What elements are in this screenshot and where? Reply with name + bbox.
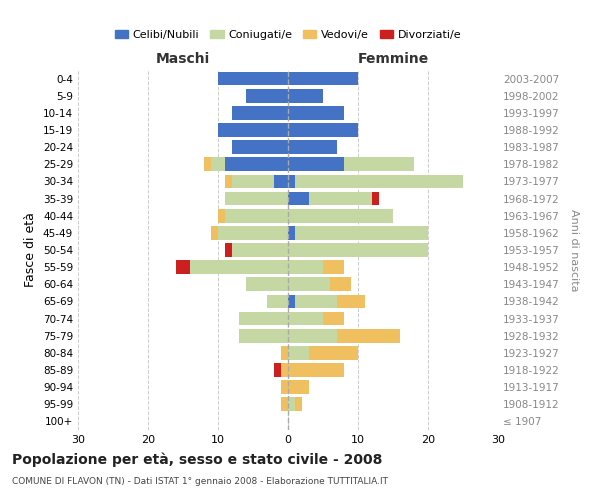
- Bar: [218, 226, 288, 239]
- Bar: [176, 260, 190, 274]
- Bar: [330, 278, 351, 291]
- Bar: [218, 123, 288, 137]
- Bar: [211, 158, 225, 171]
- Bar: [295, 294, 337, 308]
- Bar: [288, 209, 393, 222]
- Bar: [372, 192, 379, 205]
- Bar: [204, 158, 211, 171]
- Text: Maschi: Maschi: [156, 52, 210, 66]
- Bar: [309, 346, 358, 360]
- Bar: [232, 243, 288, 257]
- Bar: [288, 192, 309, 205]
- Text: COMUNE DI FLAVON (TN) - Dati ISTAT 1° gennaio 2008 - Elaborazione TUTTITALIA.IT: COMUNE DI FLAVON (TN) - Dati ISTAT 1° ge…: [12, 478, 388, 486]
- Bar: [288, 174, 295, 188]
- Bar: [337, 329, 400, 342]
- Bar: [232, 106, 288, 120]
- Bar: [225, 174, 232, 188]
- Bar: [232, 140, 288, 154]
- Bar: [323, 260, 344, 274]
- Bar: [281, 363, 288, 377]
- Bar: [281, 380, 288, 394]
- Bar: [323, 312, 344, 326]
- Bar: [239, 329, 288, 342]
- Bar: [295, 174, 463, 188]
- Bar: [288, 123, 358, 137]
- Bar: [288, 158, 344, 171]
- Bar: [288, 260, 323, 274]
- Text: Femmine: Femmine: [358, 52, 428, 66]
- Bar: [267, 294, 288, 308]
- Bar: [288, 363, 344, 377]
- Bar: [225, 209, 288, 222]
- Bar: [211, 226, 218, 239]
- Bar: [288, 329, 337, 342]
- Bar: [288, 312, 323, 326]
- Legend: Celibi/Nubili, Coniugati/e, Vedovi/e, Divorziati/e: Celibi/Nubili, Coniugati/e, Vedovi/e, Di…: [110, 25, 466, 44]
- Bar: [288, 398, 295, 411]
- Bar: [288, 106, 344, 120]
- Bar: [246, 278, 288, 291]
- Bar: [218, 209, 225, 222]
- Bar: [309, 192, 372, 205]
- Bar: [288, 140, 337, 154]
- Y-axis label: Fasce di età: Fasce di età: [25, 212, 37, 288]
- Bar: [274, 174, 288, 188]
- Bar: [274, 363, 281, 377]
- Bar: [288, 278, 330, 291]
- Bar: [225, 192, 288, 205]
- Bar: [288, 346, 309, 360]
- Bar: [295, 226, 428, 239]
- Bar: [288, 243, 428, 257]
- Bar: [232, 174, 274, 188]
- Bar: [288, 380, 309, 394]
- Bar: [337, 294, 365, 308]
- Bar: [246, 89, 288, 102]
- Bar: [190, 260, 288, 274]
- Text: Popolazione per età, sesso e stato civile - 2008: Popolazione per età, sesso e stato civil…: [12, 452, 382, 467]
- Bar: [288, 89, 323, 102]
- Bar: [225, 243, 232, 257]
- Bar: [288, 226, 295, 239]
- Bar: [218, 72, 288, 86]
- Bar: [239, 312, 288, 326]
- Bar: [295, 398, 302, 411]
- Bar: [288, 294, 295, 308]
- Bar: [225, 158, 288, 171]
- Bar: [288, 72, 358, 86]
- Bar: [344, 158, 414, 171]
- Y-axis label: Anni di nascita: Anni di nascita: [569, 209, 579, 291]
- Bar: [281, 398, 288, 411]
- Bar: [281, 346, 288, 360]
